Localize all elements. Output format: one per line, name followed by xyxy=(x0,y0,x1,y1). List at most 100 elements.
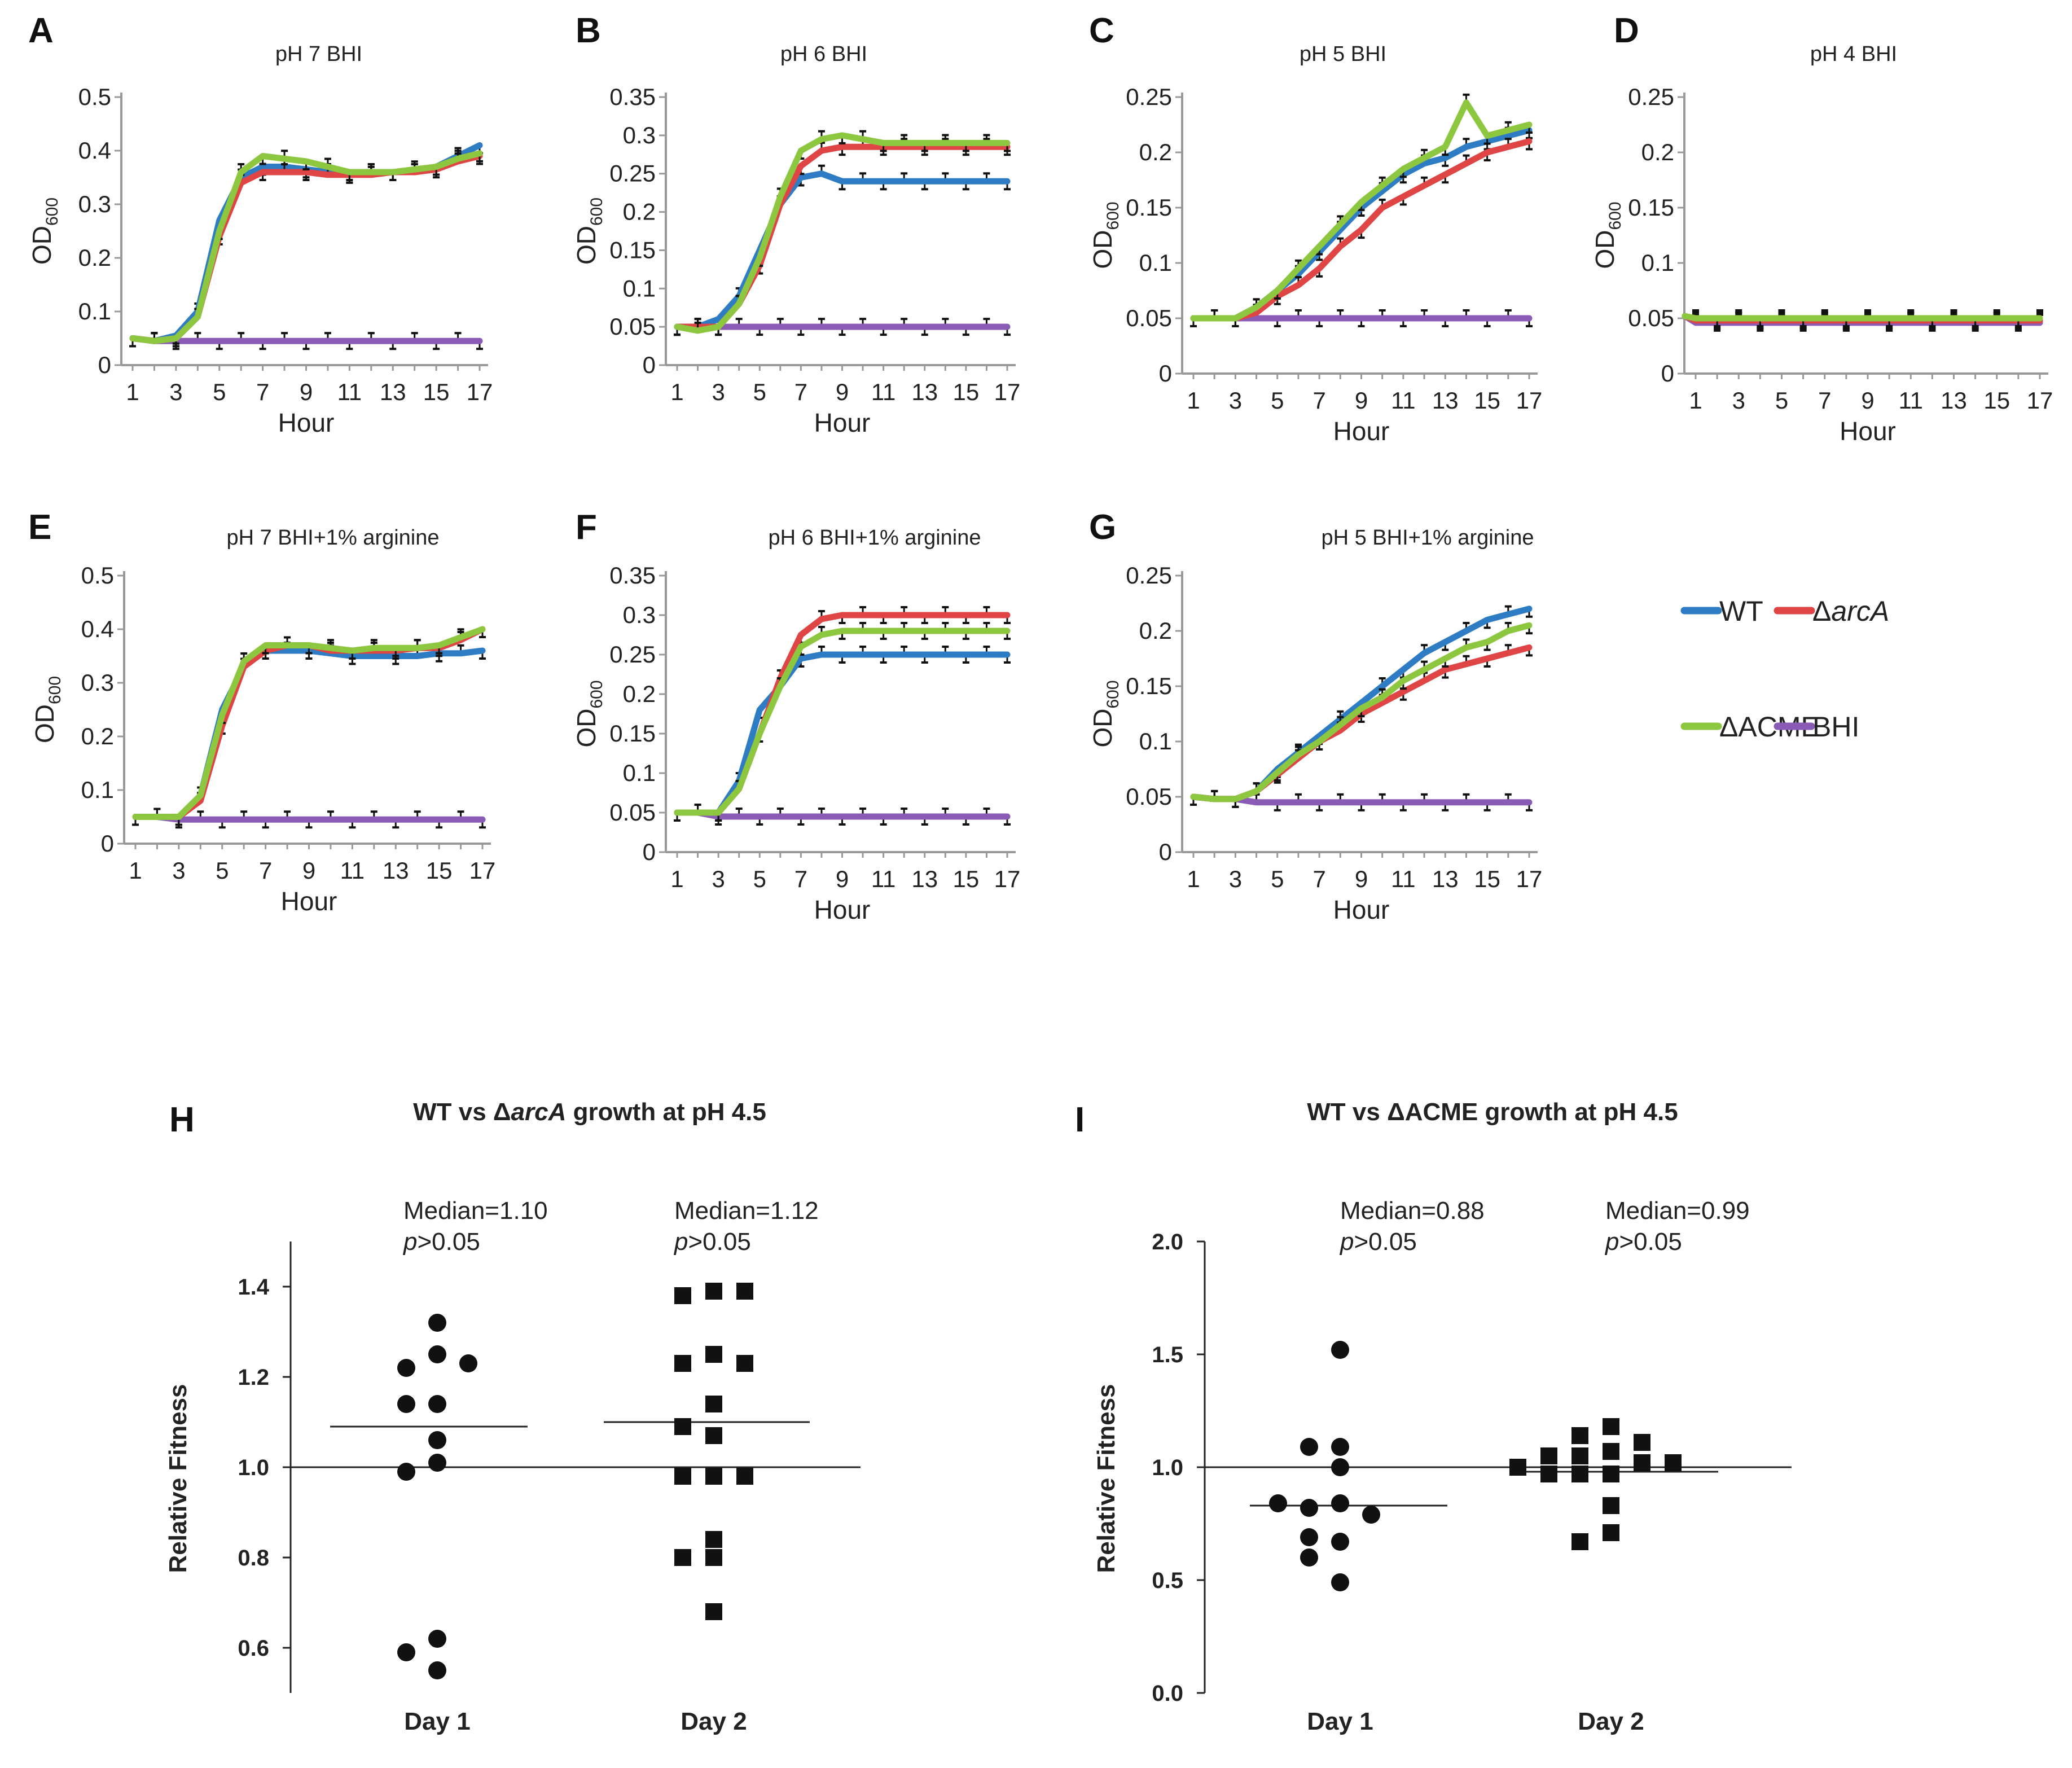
panel-letter: H xyxy=(169,1100,195,1139)
series-line-acme xyxy=(1190,622,1533,802)
dot-panels: H WT vs ΔarcA growth at pH 4.5 0.6 0.8 1.0 1.… xyxy=(164,1098,1792,1735)
x-tick-label: 5 xyxy=(216,857,229,884)
series-line-arca xyxy=(1190,644,1533,802)
x-tick-label: 7 xyxy=(259,857,272,884)
x-tick-label: 7 xyxy=(256,379,269,405)
series-line-acme xyxy=(1682,313,2043,322)
p-value: >0.05 xyxy=(417,1228,480,1256)
y-tick-label: 0.15 xyxy=(609,720,656,747)
data-point xyxy=(397,1643,415,1661)
y-tick-label: 0.4 xyxy=(78,137,111,164)
panel-title-suffix: growth at pH 4.5 xyxy=(566,1098,766,1126)
data-point xyxy=(736,1355,753,1372)
y-tick-label: 0.5 xyxy=(1152,1568,1183,1593)
x-tick-label: 11 xyxy=(1898,387,1923,414)
x-axis-label: Day 2 xyxy=(1578,1708,1644,1735)
y-axis-label: OD600 xyxy=(30,676,64,743)
error-bars-arca xyxy=(1190,644,1533,808)
data-point xyxy=(428,1431,446,1449)
y-axis-label: OD600 xyxy=(27,198,62,265)
x-axis-label: Hour xyxy=(1333,895,1390,924)
x-axis-label: Hour xyxy=(1840,416,1896,446)
y-tick-label: 1.0 xyxy=(1152,1455,1183,1480)
p-symbol: p xyxy=(1339,1228,1354,1256)
x-tick-label: 17 xyxy=(2027,387,2053,414)
p-symbol: p xyxy=(1604,1228,1619,1256)
x-tick-label: 3 xyxy=(169,379,182,405)
x-axis-label: Day 2 xyxy=(681,1708,747,1735)
x-tick-label: 11 xyxy=(340,857,365,884)
x-tick-label: 17 xyxy=(1516,387,1543,414)
panel-letter: G xyxy=(1089,508,1116,547)
panel-letter: I xyxy=(1075,1100,1085,1139)
legend-label-text: BHI xyxy=(1812,711,1859,743)
y-tick-label: 0.25 xyxy=(1126,84,1172,110)
y-axis-label-main: OD xyxy=(1088,709,1117,748)
error-bars-arca xyxy=(129,152,483,348)
x-tick-label: 7 xyxy=(1312,866,1325,892)
y-axis-label: Relative Fitness xyxy=(164,1384,192,1573)
data-point xyxy=(1300,1438,1318,1456)
y-tick-label: 0 xyxy=(643,839,656,865)
series-line-acme xyxy=(132,626,486,820)
median-label: Median=0.99 xyxy=(1605,1197,1750,1225)
series-line-arca xyxy=(674,143,1011,330)
y-tick-label: 0 xyxy=(98,352,111,378)
data-point xyxy=(1331,1458,1349,1476)
p-label: p>0.05 xyxy=(402,1228,480,1256)
y-axis-label-sub: 600 xyxy=(587,198,606,226)
y-tick-label: 0 xyxy=(101,830,114,857)
y-tick-label: 0.4 xyxy=(81,616,114,642)
data-point xyxy=(705,1346,722,1363)
y-tick-label: 0.35 xyxy=(609,562,656,589)
y-tick-label: 0.1 xyxy=(81,776,114,803)
series-line-arca xyxy=(674,612,1011,816)
y-tick-label: 0.5 xyxy=(81,562,114,589)
median-label: Median=1.12 xyxy=(674,1197,819,1225)
series-line-wt xyxy=(674,651,1011,816)
y-axis-label-sub: 600 xyxy=(1104,201,1122,230)
median-label: Median=1.10 xyxy=(403,1197,548,1225)
x-tick-label: 5 xyxy=(753,866,766,892)
x-tick-label: 1 xyxy=(1187,387,1200,414)
x-tick-label: 7 xyxy=(794,866,807,892)
x-tick-label: 15 xyxy=(1474,866,1500,892)
panel-letter: B xyxy=(576,11,601,50)
x-tick-label: 9 xyxy=(836,866,849,892)
x-tick-label: 11 xyxy=(337,379,362,405)
y-axis-label-main: OD xyxy=(1590,230,1619,269)
panel-letter: A xyxy=(28,11,54,50)
y-axis-label-main: OD xyxy=(1088,230,1117,269)
x-tick-label: 9 xyxy=(300,379,313,405)
series-line-acme xyxy=(674,628,1011,816)
y-axis-label-sub: 600 xyxy=(46,676,64,704)
data-point xyxy=(428,1630,446,1648)
data-point xyxy=(1603,1418,1619,1435)
data-point xyxy=(736,1468,753,1485)
data-point xyxy=(1603,1524,1619,1541)
y-tick-label: 0.1 xyxy=(623,275,656,301)
data-point xyxy=(428,1314,446,1332)
legend-label-text: WT xyxy=(1719,595,1763,627)
series-line-bhi xyxy=(132,814,486,823)
data-point xyxy=(1362,1506,1380,1524)
x-tick-label: 3 xyxy=(1229,866,1242,892)
panel-title-prefix: WT vs Δ xyxy=(413,1098,511,1126)
panel-title-italic: arcA xyxy=(511,1098,567,1126)
data-point xyxy=(428,1454,446,1472)
panel-h: H WT vs ΔarcA growth at pH 4.5 0.6 0.8 1.0 1.… xyxy=(164,1098,861,1735)
y-tick-label: 1.5 xyxy=(1152,1343,1183,1367)
y-tick-label: 0.1 xyxy=(1641,249,1674,276)
p-value: >0.05 xyxy=(688,1228,750,1256)
group-day-2: Median=0.99 p>0.05 Day 2 xyxy=(1509,1197,1750,1735)
group-day-1: Median=0.88 p>0.05 Day 1 xyxy=(1250,1197,1485,1735)
x-tick-label: 17 xyxy=(1516,866,1543,892)
x-tick-label: 13 xyxy=(1432,387,1459,414)
data-point xyxy=(1331,1533,1349,1551)
panel-i: I WT vs ΔACME growth at pH 4.5 0.0 0.5 1.0 1.… xyxy=(1075,1098,1792,1735)
median-label: Median=0.88 xyxy=(1340,1197,1485,1225)
legend-item-wt: WT xyxy=(1680,595,1763,627)
